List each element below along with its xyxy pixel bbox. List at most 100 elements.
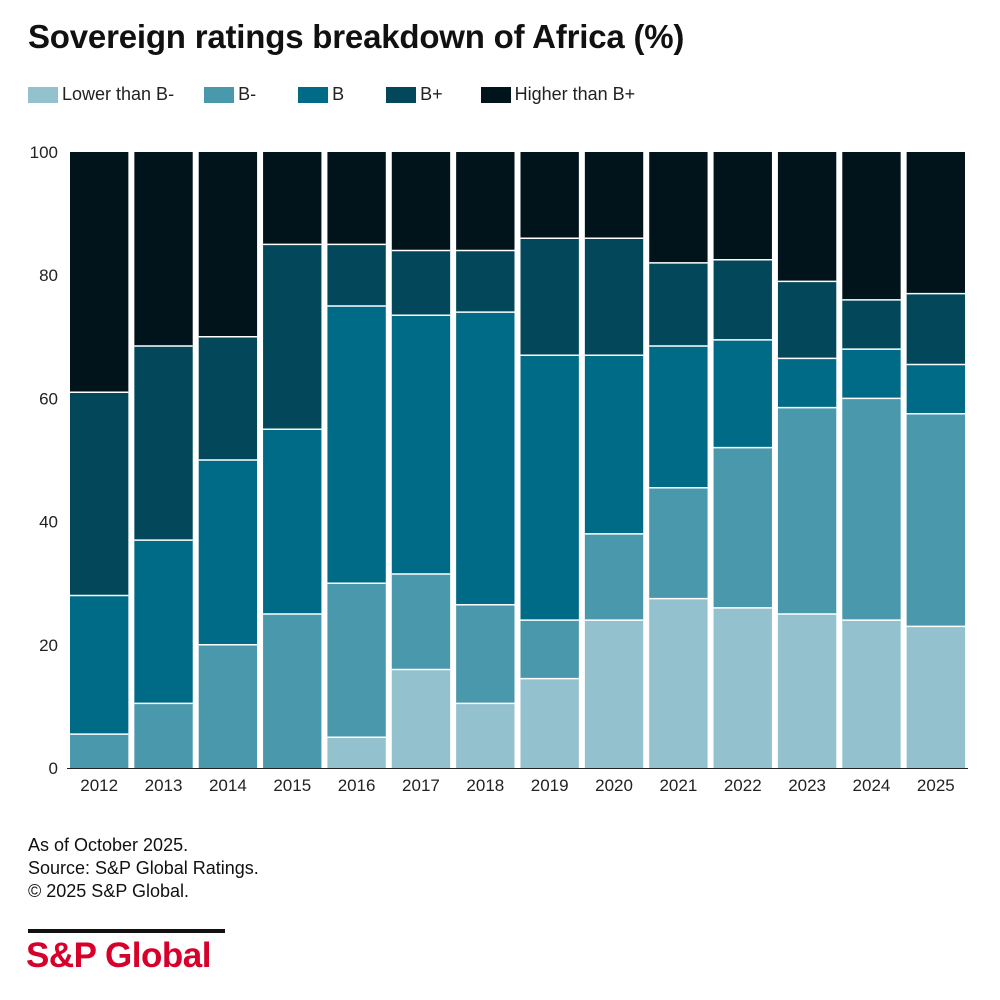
bar-segment (263, 429, 322, 614)
bar-segment (70, 595, 129, 735)
legend-item-lower-than-b-minus: Lower than B- (28, 84, 174, 105)
x-tick-label: 2012 (80, 776, 118, 795)
bar-segment (777, 614, 837, 768)
bar-segment (391, 669, 451, 768)
bar-segment (777, 358, 837, 408)
bar-segment (906, 413, 965, 627)
bar-segment (134, 346, 193, 541)
bar-segment (842, 152, 901, 300)
bar-segment (391, 152, 451, 251)
legend-label: B- (238, 84, 257, 104)
x-tick-label: 2025 (917, 776, 955, 795)
bar-segment (842, 299, 901, 350)
legend-item-b-minus: B- (204, 84, 256, 105)
legend-item-b-plus: B+ (386, 84, 443, 105)
bar-segment (456, 312, 515, 605)
bar-segment (649, 152, 708, 263)
bar-segment (456, 152, 515, 251)
bar-segment (584, 620, 644, 768)
note-source: Source: S&P Global Ratings. (28, 858, 259, 878)
bar-segment (713, 259, 772, 340)
legend-label: Lower than B- (62, 84, 175, 104)
bar-segment (520, 238, 579, 356)
bar-segment (391, 250, 451, 316)
bar-segment (327, 152, 386, 245)
chart-notes: As of October 2025. Source: S&P Global R… (28, 834, 259, 903)
logo-rule (28, 929, 225, 933)
sp-global-logo: S&P Global (26, 936, 211, 975)
bar-segment (263, 614, 322, 768)
bar-segment (649, 262, 708, 347)
x-tick-label: 2020 (595, 776, 633, 795)
legend-swatch (28, 86, 58, 103)
legend-item-higher-than-b-plus: Higher than B+ (480, 84, 636, 105)
x-tick-label: 2023 (788, 776, 826, 795)
bar-segment (391, 573, 451, 670)
x-tick-label: 2024 (853, 776, 891, 795)
bar-segment (520, 678, 579, 768)
bar-segment (134, 540, 193, 704)
note-copyright: © 2025 S&P Global. (28, 881, 190, 901)
bar-segment (198, 460, 258, 645)
chart-title: Sovereign ratings breakdown of Africa (%… (28, 18, 685, 55)
chart-legend: Lower than B- B- B B+ Higher than B+ (28, 84, 635, 105)
legend-label: Higher than B+ (514, 84, 636, 104)
x-tick-label: 2021 (659, 776, 697, 795)
bar-segment (713, 339, 772, 448)
bar-segment (842, 398, 901, 621)
bar-segment (906, 293, 965, 365)
bar-segment (70, 734, 129, 768)
y-tick-label: 80 (39, 266, 58, 285)
bar-segment (456, 250, 515, 313)
legend-item-b: B (298, 84, 344, 105)
legend-swatch (298, 86, 329, 103)
y-tick-label: 100 (30, 143, 58, 162)
x-tick-label: 2014 (209, 776, 247, 795)
stacked-bar-chart: 0 20 40 60 80 100 2012 2013 2014 2015 2016 2017 2018… (30, 143, 968, 795)
bar-segment (520, 620, 579, 679)
bar-segment (520, 355, 579, 621)
bar-segment (713, 607, 772, 768)
bar-segment (391, 315, 451, 574)
bar-segment (906, 152, 965, 294)
note-date: As of October 2025. (28, 835, 189, 855)
bar-segment (263, 244, 322, 430)
legend-swatch (386, 86, 417, 103)
bar-segment (456, 604, 515, 704)
bar-segment (713, 152, 772, 260)
bar-segment (842, 620, 901, 768)
bar-segment (134, 152, 193, 347)
bar-segment (584, 533, 644, 621)
y-tick-label: 20 (39, 636, 58, 655)
x-tick-label: 2017 (402, 776, 440, 795)
y-tick-label: 0 (49, 759, 58, 778)
bar-segment (327, 244, 386, 306)
x-tick-label: 2022 (724, 776, 762, 795)
bar-segment (198, 336, 258, 460)
bar-segment (649, 346, 708, 488)
legend-label: B+ (420, 84, 443, 104)
bar-segment (777, 281, 837, 359)
bar-segment (263, 152, 322, 245)
bar-segment (906, 364, 965, 414)
legend-swatch (204, 86, 235, 103)
y-tick-label: 40 (39, 513, 58, 532)
bar-segment (70, 152, 129, 393)
bar-segment (713, 447, 772, 608)
x-tick-label: 2018 (466, 776, 504, 795)
y-tick-label: 60 (39, 389, 58, 408)
bar-segment (327, 306, 386, 584)
bar-segment (649, 487, 708, 599)
x-tick-label: 2013 (145, 776, 183, 795)
legend-label: B (332, 84, 345, 104)
x-tick-label: 2015 (273, 776, 311, 795)
bar-segment (777, 152, 837, 282)
bar-segment (70, 392, 129, 596)
bar-segment (842, 349, 901, 399)
bar-segment (777, 407, 837, 614)
bar-segment (198, 152, 258, 337)
legend-swatch (480, 86, 511, 103)
x-tick-label: 2019 (531, 776, 569, 795)
bar-segment (456, 703, 515, 768)
bar-segment (198, 644, 258, 768)
